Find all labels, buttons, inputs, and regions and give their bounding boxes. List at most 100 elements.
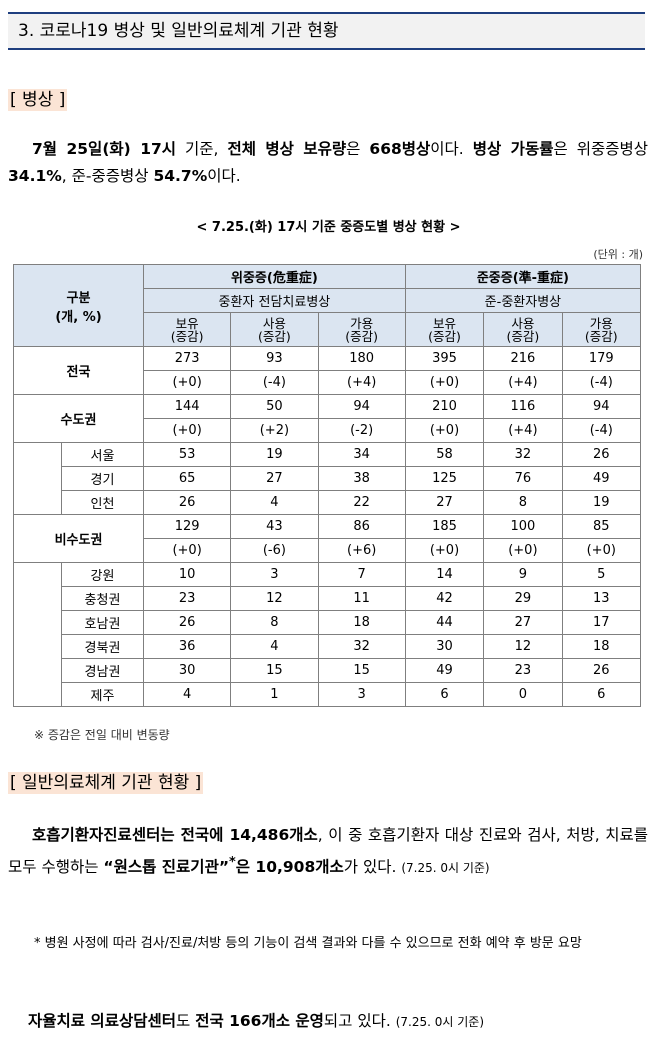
value-cell: 93 xyxy=(230,346,319,371)
value-cell: 4 xyxy=(230,634,319,659)
value-cell: 34 xyxy=(317,442,406,467)
table-row: (+0) (-4) (+4) (+0) (+4) (-4) xyxy=(14,370,642,395)
footnote: * 병원 사정에 따라 검사/진료/처방 등의 기능이 검색 결과와 다를 수 … xyxy=(34,936,582,951)
value-cell: 125 xyxy=(404,466,485,491)
gubun-header: 구분 (개, %) xyxy=(13,264,144,347)
unit-label: (단위 : 개) xyxy=(593,248,643,261)
delta-cell: (+0) xyxy=(142,538,232,563)
delta-cell: (+0) xyxy=(142,418,232,443)
value-cell: 19 xyxy=(561,490,642,515)
value-cell: 76 xyxy=(483,466,563,491)
value-cell: 49 xyxy=(561,466,642,491)
beds-paragraph: 7월 25일(화) 17시 기준, 전체 병상 보유량은 668병상이다. 병상… xyxy=(8,140,649,185)
value-cell: 26 xyxy=(142,610,232,635)
group2-header: 준중증(準-重症) xyxy=(404,264,642,289)
table-row: 경남권 30 15 15 49 23 26 xyxy=(14,658,642,683)
delta-cell: (+0) xyxy=(404,538,485,563)
delta-cell: (-2) xyxy=(317,418,406,443)
value-cell: 30 xyxy=(142,658,232,683)
value-cell: 144 xyxy=(142,394,232,419)
value-cell: 273 xyxy=(142,346,232,371)
indent-cell xyxy=(13,442,62,515)
value-cell: 0 xyxy=(483,682,563,707)
value-cell: 7 xyxy=(317,562,406,587)
value-cell: 3 xyxy=(230,562,319,587)
value-cell: 10 xyxy=(142,562,232,587)
table-row: 경북권 36 4 32 30 12 18 xyxy=(14,634,642,659)
value-cell: 4 xyxy=(142,682,232,707)
value-cell: 23 xyxy=(142,586,232,611)
general-paragraph: 호흡기환자진료센터는 전국에 14,486개소, 이 중 호흡기환자 대상 진료… xyxy=(8,826,648,877)
value-cell: 12 xyxy=(230,586,319,611)
table-row: 충청권 23 12 11 42 29 13 xyxy=(14,586,642,611)
delta-cell: (-4) xyxy=(561,370,642,395)
value-cell: 9 xyxy=(483,562,563,587)
table-row: 경기 65 27 38 125 76 49 xyxy=(14,466,642,491)
value-cell: 43 xyxy=(230,514,319,539)
column-header: 사용 (증감) xyxy=(483,312,563,347)
table-row: 서울 53 19 34 58 32 26 xyxy=(13,442,642,515)
value-cell: 185 xyxy=(404,514,485,539)
beds-subtitle: [ 병상 ] xyxy=(8,89,68,111)
value-cell: 11 xyxy=(317,586,406,611)
table-row: (+0) (-6) (+6) (+0) (+0) (+0) xyxy=(14,538,642,563)
table-row: 제주 4 1 3 6 0 6 xyxy=(14,682,642,707)
delta-cell: (-4) xyxy=(561,418,642,443)
value-cell: 8 xyxy=(483,490,563,515)
value-cell: 395 xyxy=(404,346,485,371)
table-note: ※ 증감은 전일 대비 변동량 xyxy=(34,728,170,742)
subregion-label: 충청권 xyxy=(61,586,144,611)
subregion-label: 강원 xyxy=(61,562,144,587)
value-cell: 27 xyxy=(404,490,485,515)
value-cell: 58 xyxy=(404,442,485,467)
value-cell: 179 xyxy=(561,346,642,371)
delta-cell: (+4) xyxy=(317,370,406,395)
value-cell: 29 xyxy=(483,586,563,611)
value-cell: 6 xyxy=(561,682,642,707)
subregion-label: 경기 xyxy=(61,466,144,491)
column-header: 보유 (증감) xyxy=(404,312,485,347)
value-cell: 94 xyxy=(317,394,406,419)
delta-cell: (+0) xyxy=(142,370,232,395)
region-label: 수도권 xyxy=(13,394,144,443)
value-cell: 23 xyxy=(483,658,563,683)
column-header: 가용 (증감) xyxy=(317,312,406,347)
value-cell: 36 xyxy=(142,634,232,659)
value-cell: 15 xyxy=(230,658,319,683)
indent-cell xyxy=(13,562,62,707)
value-cell: 5 xyxy=(561,562,642,587)
value-cell: 180 xyxy=(317,346,406,371)
value-cell: 94 xyxy=(561,394,642,419)
value-cell: 18 xyxy=(317,610,406,635)
table-row: 전국 273 93 180 395 216 179 xyxy=(13,346,642,395)
value-cell: 3 xyxy=(317,682,406,707)
value-cell: 8 xyxy=(230,610,319,635)
region-label: 전국 xyxy=(13,346,144,395)
value-cell: 4 xyxy=(230,490,319,515)
subregion-label: 경남권 xyxy=(61,658,144,683)
delta-cell: (+0) xyxy=(404,418,485,443)
value-cell: 53 xyxy=(142,442,232,467)
general-paragraph-2: 자율치료 의료상담센터도 전국 166개소 운영되고 있다. (7.25. 0시… xyxy=(28,1012,485,1030)
beds-table: 구분 (개, %) 위중증(危重症) 준중증(準-重症) 중환자 전담치료병상 … xyxy=(13,264,642,707)
value-cell: 22 xyxy=(317,490,406,515)
value-cell: 210 xyxy=(404,394,485,419)
delta-cell: (-6) xyxy=(230,538,319,563)
table-row: 인천 26 4 22 27 8 19 xyxy=(14,490,642,515)
group2-subheader: 준-중환자병상 xyxy=(404,288,642,313)
subregion-label: 인천 xyxy=(61,490,144,515)
subregion-label: 제주 xyxy=(61,682,144,707)
value-cell: 27 xyxy=(483,610,563,635)
value-cell: 116 xyxy=(483,394,563,419)
value-cell: 27 xyxy=(230,466,319,491)
table-row: 수도권 144 50 94 210 116 94 xyxy=(13,394,642,443)
value-cell: 100 xyxy=(483,514,563,539)
general-subtitle: [ 일반의료체계 기관 현황 ] xyxy=(8,772,204,794)
value-cell: 216 xyxy=(483,346,563,371)
table-row: 비수도권 129 43 86 185 100 85 xyxy=(13,514,642,563)
delta-cell: (+4) xyxy=(483,370,563,395)
delta-cell: (-4) xyxy=(230,370,319,395)
subregion-label: 서울 xyxy=(61,442,144,467)
value-cell: 1 xyxy=(230,682,319,707)
delta-cell: (+0) xyxy=(404,370,485,395)
